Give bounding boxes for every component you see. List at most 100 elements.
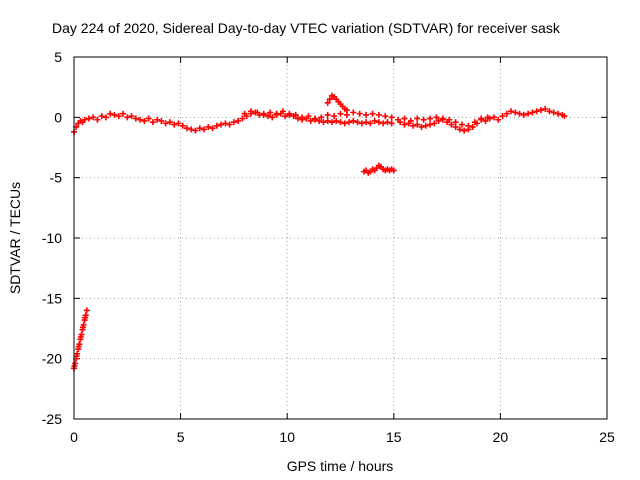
data-point bbox=[375, 111, 382, 118]
plot-frame bbox=[73, 56, 608, 420]
data-point bbox=[294, 115, 301, 122]
data-point bbox=[542, 105, 549, 112]
data-point bbox=[292, 111, 299, 118]
data-point bbox=[85, 115, 92, 122]
data-point bbox=[422, 122, 429, 129]
data-point bbox=[269, 114, 276, 121]
data-point bbox=[395, 116, 402, 123]
data-point bbox=[201, 126, 208, 133]
data-point bbox=[512, 109, 519, 116]
data-point bbox=[350, 109, 357, 116]
data-point bbox=[418, 123, 425, 130]
data-point bbox=[337, 110, 344, 117]
data-point bbox=[388, 120, 395, 127]
data-point bbox=[435, 117, 442, 124]
data-point bbox=[79, 324, 86, 331]
data-point bbox=[273, 110, 280, 117]
y-tick-label: 5 bbox=[54, 49, 62, 65]
data-point bbox=[267, 109, 274, 116]
ticks: 0 5 10 15 20 25 -25 -20 -15 -10 -5 0 5 bbox=[42, 49, 615, 445]
data-point bbox=[420, 116, 427, 123]
data-point bbox=[446, 116, 453, 123]
data-point bbox=[316, 117, 323, 124]
data-point bbox=[333, 117, 340, 124]
data-point bbox=[465, 122, 472, 129]
data-point bbox=[265, 113, 272, 120]
data-point bbox=[111, 111, 118, 118]
data-point bbox=[452, 119, 459, 126]
data-point bbox=[149, 119, 156, 126]
series-ramp bbox=[71, 307, 90, 372]
data-point bbox=[508, 108, 515, 115]
data-point bbox=[439, 115, 446, 122]
data-point bbox=[401, 121, 408, 128]
data-point bbox=[433, 114, 440, 121]
data-point bbox=[166, 119, 173, 126]
data-point bbox=[305, 113, 312, 120]
x-tick-label: 10 bbox=[279, 429, 295, 445]
data-point bbox=[384, 119, 391, 126]
y-tick-label: -10 bbox=[42, 230, 62, 246]
data-point bbox=[324, 99, 331, 106]
data-point bbox=[320, 119, 327, 126]
data-point bbox=[145, 115, 152, 122]
data-point bbox=[343, 107, 350, 114]
data-point bbox=[158, 117, 165, 124]
data-point bbox=[516, 110, 523, 117]
data-point bbox=[482, 117, 489, 124]
data-point bbox=[307, 117, 314, 124]
data-point bbox=[346, 119, 353, 126]
data-point bbox=[77, 333, 84, 340]
data-point bbox=[471, 119, 478, 126]
data-point bbox=[478, 115, 485, 122]
data-point bbox=[456, 126, 463, 133]
data-point bbox=[192, 127, 199, 134]
data-point bbox=[82, 314, 89, 321]
data-point bbox=[247, 108, 254, 115]
data-point bbox=[299, 114, 306, 121]
x-axis-label: GPS time / hours bbox=[287, 458, 394, 474]
data-point bbox=[448, 121, 455, 128]
data-point bbox=[311, 115, 318, 122]
data-point bbox=[469, 123, 476, 130]
data-point bbox=[171, 121, 178, 128]
data-point bbox=[461, 127, 468, 134]
data-point bbox=[188, 126, 195, 133]
data-point bbox=[388, 114, 395, 121]
x-tick-label: 25 bbox=[599, 429, 615, 445]
series-bump bbox=[324, 92, 350, 114]
data-point bbox=[520, 111, 527, 118]
grid bbox=[74, 57, 607, 419]
data-point bbox=[356, 110, 363, 117]
data-point bbox=[375, 119, 382, 126]
data-point bbox=[218, 121, 225, 128]
data-point bbox=[380, 120, 387, 127]
data-point bbox=[124, 114, 131, 121]
data-point bbox=[414, 115, 421, 122]
data-point bbox=[367, 120, 374, 127]
data-point bbox=[354, 119, 361, 126]
data-point bbox=[83, 307, 90, 314]
data-point bbox=[205, 123, 212, 130]
chart-title: Day 224 of 2020, Sidereal Day-to-day VTE… bbox=[52, 20, 561, 36]
series-main bbox=[71, 105, 568, 135]
data-point bbox=[175, 120, 182, 127]
data-point bbox=[407, 117, 414, 124]
data-point bbox=[341, 120, 348, 127]
data-point bbox=[282, 113, 289, 120]
data-point bbox=[183, 125, 190, 132]
data-point bbox=[390, 167, 397, 174]
data-point bbox=[137, 116, 144, 123]
data-point bbox=[81, 116, 88, 123]
x-tick-label: 20 bbox=[493, 429, 509, 445]
data-point bbox=[98, 113, 105, 120]
data-point bbox=[279, 108, 286, 115]
data-point bbox=[120, 110, 127, 117]
data-point bbox=[427, 115, 434, 122]
data-point bbox=[162, 120, 169, 127]
data-point bbox=[75, 343, 82, 350]
data-point bbox=[226, 121, 233, 128]
data-point bbox=[409, 122, 416, 129]
data-point bbox=[363, 111, 370, 118]
